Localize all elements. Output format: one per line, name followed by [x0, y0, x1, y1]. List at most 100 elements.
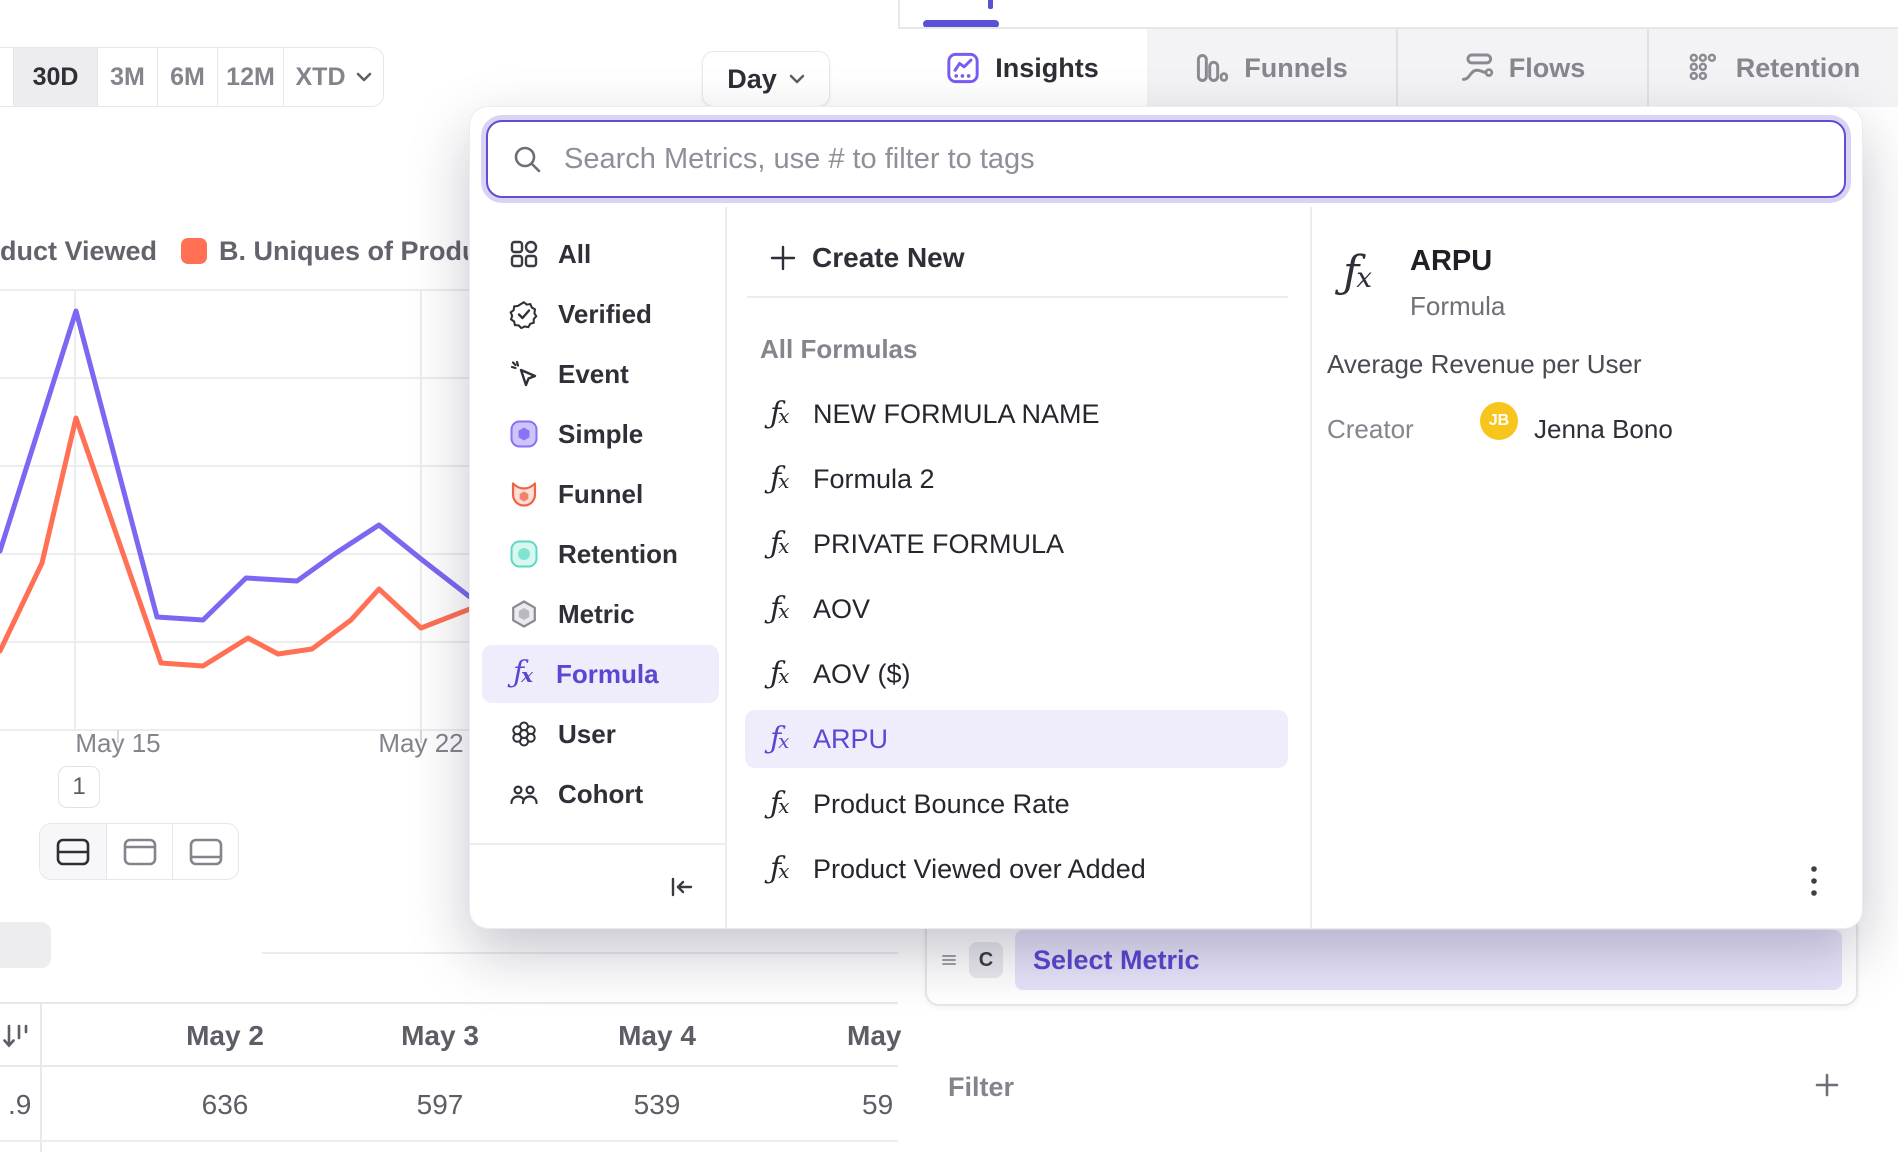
sidebar-item-event[interactable]: Event — [482, 345, 719, 403]
results-table: May 2 May 3 May 4 May .9 636 597 539 59 — [0, 1002, 902, 1152]
category-label: Event — [558, 358, 629, 389]
grid-icon — [508, 238, 540, 270]
funnels-bars-icon — [1195, 51, 1229, 85]
sidebar-item-all[interactable]: All — [482, 225, 719, 283]
bottom-panel-icon — [189, 838, 223, 866]
time-range-6m[interactable]: 6M — [157, 48, 217, 106]
detail-title: ARPU — [1410, 245, 1493, 277]
select-metric-button[interactable]: Select Metric — [1015, 930, 1842, 990]
add-filter-button[interactable] — [1812, 1070, 1842, 1100]
select-metric-label: Select Metric — [1033, 944, 1200, 975]
formula-name: Product Viewed over Added — [813, 853, 1146, 884]
layout-bottom-panel-button[interactable] — [172, 824, 238, 879]
sidebar-item-retention[interactable]: Retention — [482, 525, 719, 583]
list-divider — [747, 296, 1288, 298]
drag-handle-icon[interactable] — [941, 952, 957, 968]
cell-value-partial: .9 — [8, 1089, 32, 1120]
time-range-3m[interactable]: 3M — [97, 48, 157, 106]
cell-value: 636 — [201, 1089, 249, 1120]
cell-value: 539 — [633, 1089, 681, 1120]
category-label: All — [558, 238, 592, 269]
create-new-button[interactable]: Create New — [768, 237, 965, 279]
split-horizontal-icon — [56, 838, 90, 866]
formula-name: NEW FORMULA NAME — [813, 398, 1100, 429]
legend-series-b[interactable]: B. Uniques of Product Add — [219, 235, 468, 266]
tab-insights[interactable]: Insights — [898, 29, 1147, 107]
interval-dropdown[interactable]: Day — [702, 51, 830, 107]
metric-picker-popover: All Verified Event — [470, 107, 1862, 928]
xtd-label: XTD — [295, 62, 346, 91]
funnel-metric-icon — [508, 478, 540, 510]
tab-strip-border — [898, 27, 1898, 29]
col-header-clipped[interactable]: May — [847, 1020, 902, 1051]
metric-row-card: C Select Metric — [925, 914, 1858, 1006]
verified-badge-icon — [508, 298, 540, 330]
x-axis-label-may15: May 15 — [75, 728, 161, 758]
creator-name: Jenna Bono — [1534, 414, 1673, 444]
sidebar-item-simple[interactable]: Simple — [482, 405, 719, 463]
col-header[interactable]: May 2 — [186, 1020, 264, 1051]
time-range-30d[interactable]: 30D — [13, 48, 97, 106]
tab-label: Insights — [995, 52, 1099, 83]
collapse-sidebar-icon[interactable] — [667, 873, 695, 901]
time-range-control: 30D 3M 6M 12M XTD — [0, 47, 384, 107]
retention-dots-icon — [1687, 51, 1721, 85]
sidebar-item-funnel[interactable]: Funnel — [482, 465, 719, 523]
flows-sankey-icon — [1460, 51, 1494, 85]
retention-metric-icon — [508, 538, 540, 570]
col-header[interactable]: May 4 — [618, 1020, 696, 1051]
layout-top-panel-button[interactable] — [106, 824, 172, 879]
create-new-label: Create New — [812, 242, 965, 273]
category-label: Metric — [558, 598, 635, 629]
category-label: User — [558, 718, 616, 749]
layout-split-horizontal-button[interactable] — [40, 824, 106, 879]
tab-label: Funnels — [1244, 52, 1348, 83]
plus-icon — [768, 243, 798, 273]
category-label: Retention — [558, 538, 678, 569]
page-number-button[interactable]: 1 — [58, 766, 100, 808]
sidebar-item-cohort[interactable]: Cohort — [482, 765, 719, 823]
line-chart[interactable] — [0, 270, 470, 775]
search-input[interactable] — [564, 142, 1820, 176]
x-axis-label-may22: May 22 — [378, 728, 464, 758]
more-options-icon[interactable] — [1809, 864, 1819, 898]
sidebar-footer — [470, 843, 725, 928]
search-icon — [512, 144, 542, 174]
tab-funnels[interactable]: Funnels — [1147, 29, 1396, 107]
time-range-xtd[interactable]: XTD — [283, 48, 383, 106]
col-header[interactable]: May 3 — [401, 1020, 479, 1051]
tab-flows[interactable]: Flows — [1396, 29, 1647, 107]
table-header-row: May 2 May 3 May 4 May — [0, 1004, 902, 1067]
legend-series-a[interactable]: duct Viewed — [0, 235, 158, 266]
sidebar-item-metric[interactable]: Metric — [482, 585, 719, 643]
creator-avatar: JB — [1480, 402, 1518, 440]
sort-icon[interactable] — [2, 1021, 30, 1051]
table-section-chip[interactable] — [0, 922, 51, 968]
sidebar-item-user[interactable]: User — [482, 705, 719, 763]
time-range-12m[interactable]: 12M — [217, 48, 283, 106]
report-tabs: Insights Funnels Flows Retention — [898, 29, 1898, 107]
sidebar-item-verified[interactable]: Verified — [482, 285, 719, 343]
section-divider — [262, 952, 898, 954]
cell-value: 597 — [416, 1089, 464, 1120]
tab-retention[interactable]: Retention — [1647, 29, 1898, 107]
series-b-line — [0, 415, 470, 669]
time-range-partial[interactable] — [0, 48, 13, 106]
chevron-down-icon — [356, 72, 372, 82]
